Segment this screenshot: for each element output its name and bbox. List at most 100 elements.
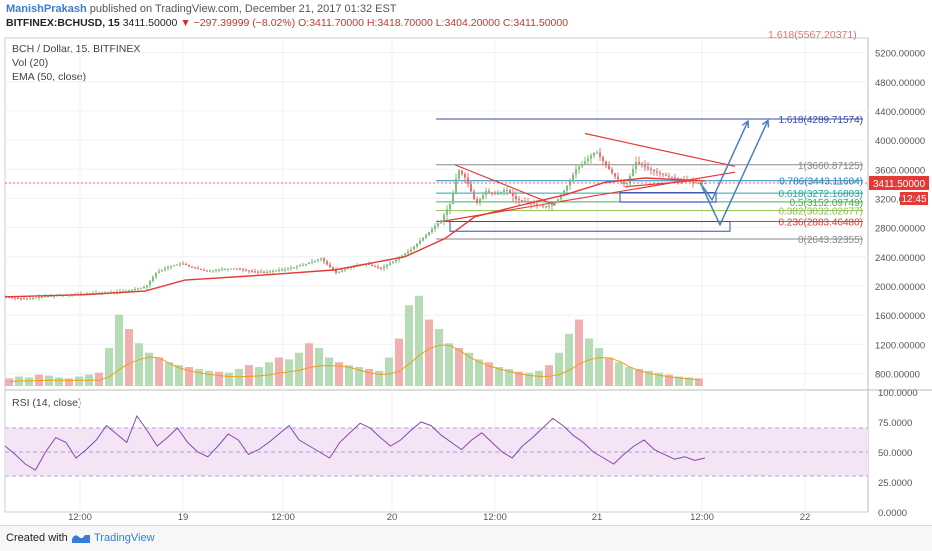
volume-bar — [375, 370, 383, 386]
candle-body — [638, 161, 640, 164]
time-tick-label: 12:00 — [271, 512, 295, 523]
candle-body — [380, 267, 382, 269]
legend-volume: Vol (20) — [12, 57, 49, 69]
volume-bar — [555, 352, 563, 386]
last-price: 3411.50000 — [122, 17, 178, 29]
candle-body — [407, 251, 409, 254]
candle-body — [326, 261, 328, 265]
volume-bar — [115, 314, 123, 386]
price-tick-label: 4400.00000 — [875, 107, 925, 118]
trend-line — [584, 132, 736, 167]
projection-arrow — [699, 120, 769, 227]
candle-body — [464, 173, 466, 178]
candle-body — [140, 287, 142, 289]
candle-body — [137, 288, 139, 290]
candle-body — [287, 268, 289, 270]
fib-level-label: 1.618(4289.71574) — [778, 115, 863, 126]
candle-body — [572, 174, 574, 181]
rsi-tick-label: 75.0000 — [878, 418, 912, 429]
candle-body — [377, 266, 379, 268]
candle-body — [650, 168, 652, 170]
tradingview-link[interactable]: TradingView — [94, 532, 155, 544]
volume-bar — [185, 367, 193, 386]
candle-body — [434, 226, 436, 230]
candle-body — [431, 229, 433, 232]
ohlc-values: O:3411.70000 H:3418.70000 L:3404.20000 C… — [298, 17, 569, 29]
candle-body — [695, 182, 697, 184]
candle-body — [575, 169, 577, 175]
volume-bar — [535, 370, 543, 386]
volume-bar — [495, 367, 503, 386]
candle-body — [164, 268, 166, 270]
time-tick-label: 19 — [178, 512, 189, 523]
candle-body — [599, 152, 601, 157]
rsi-tick-label: 50.0000 — [878, 448, 912, 459]
time-tick-label: 12:00 — [690, 512, 714, 523]
candle-body — [623, 181, 625, 184]
volume-bar — [435, 329, 443, 386]
candle-body — [254, 271, 256, 273]
candle-body — [704, 183, 706, 185]
candle-body — [236, 268, 238, 270]
candle-body — [554, 202, 556, 205]
fib-level-label: 0.382(3032.02677) — [778, 207, 863, 218]
candle-body — [347, 268, 349, 270]
candle-body — [590, 155, 592, 159]
candle-body — [686, 180, 688, 182]
volume-bar — [335, 362, 343, 386]
candle-body — [374, 265, 376, 267]
candle-body — [449, 203, 451, 210]
candle-body — [209, 270, 211, 272]
candle-body — [20, 298, 22, 300]
candle-body — [437, 223, 439, 227]
fib-level-label: 1(3660.87125) — [798, 161, 863, 172]
author-link[interactable]: ManishPrakash — [6, 3, 87, 15]
candle-body — [44, 296, 46, 298]
candle-body — [308, 262, 310, 265]
volume-bar — [505, 368, 513, 386]
candle-body — [527, 201, 529, 203]
candle-body — [563, 190, 565, 195]
volume-bar — [625, 367, 633, 386]
candle-body — [656, 171, 658, 173]
candle-body — [665, 174, 667, 176]
candle-body — [35, 297, 37, 299]
volume-bar — [25, 377, 33, 386]
candle-body — [23, 298, 25, 300]
candle-body — [188, 265, 190, 267]
price-badge-label: 3411.50000 — [873, 179, 926, 190]
volume-bar — [665, 374, 673, 386]
candle-body — [245, 269, 247, 271]
candle-body — [299, 265, 301, 267]
candle-body — [269, 271, 271, 273]
candle-body — [521, 200, 523, 202]
candle-body — [218, 269, 220, 271]
volume-bar — [105, 348, 113, 386]
volume-bar — [315, 348, 323, 386]
candle-body — [305, 264, 307, 266]
candle-body — [320, 258, 322, 260]
volume-bar — [325, 357, 333, 386]
candle-body — [614, 173, 616, 177]
time-tick-label: 22 — [800, 512, 811, 523]
candle-body — [230, 268, 232, 270]
volume-bar — [175, 365, 183, 386]
candle-body — [272, 271, 274, 273]
fib-zone-box — [449, 221, 731, 232]
candle-body — [488, 191, 490, 193]
price-chart[interactable]: 1.618(4289.71574) 1(3660.87125) 0.786(3443… — [0, 0, 932, 525]
candle-body — [500, 191, 502, 194]
candle-body — [182, 263, 184, 265]
candle-body — [440, 220, 442, 224]
volume-bar — [225, 372, 233, 386]
candle-body — [296, 266, 298, 268]
candle-body — [395, 259, 397, 262]
candle-body — [29, 298, 31, 300]
candle-body — [38, 297, 40, 299]
candle-body — [185, 264, 187, 266]
candle-body — [275, 270, 277, 272]
price-tick-label: 1200.00000 — [875, 340, 925, 351]
rsi-tick-label: 0.0000 — [878, 508, 907, 519]
candle-body — [392, 261, 394, 264]
volume-bar — [135, 343, 143, 386]
